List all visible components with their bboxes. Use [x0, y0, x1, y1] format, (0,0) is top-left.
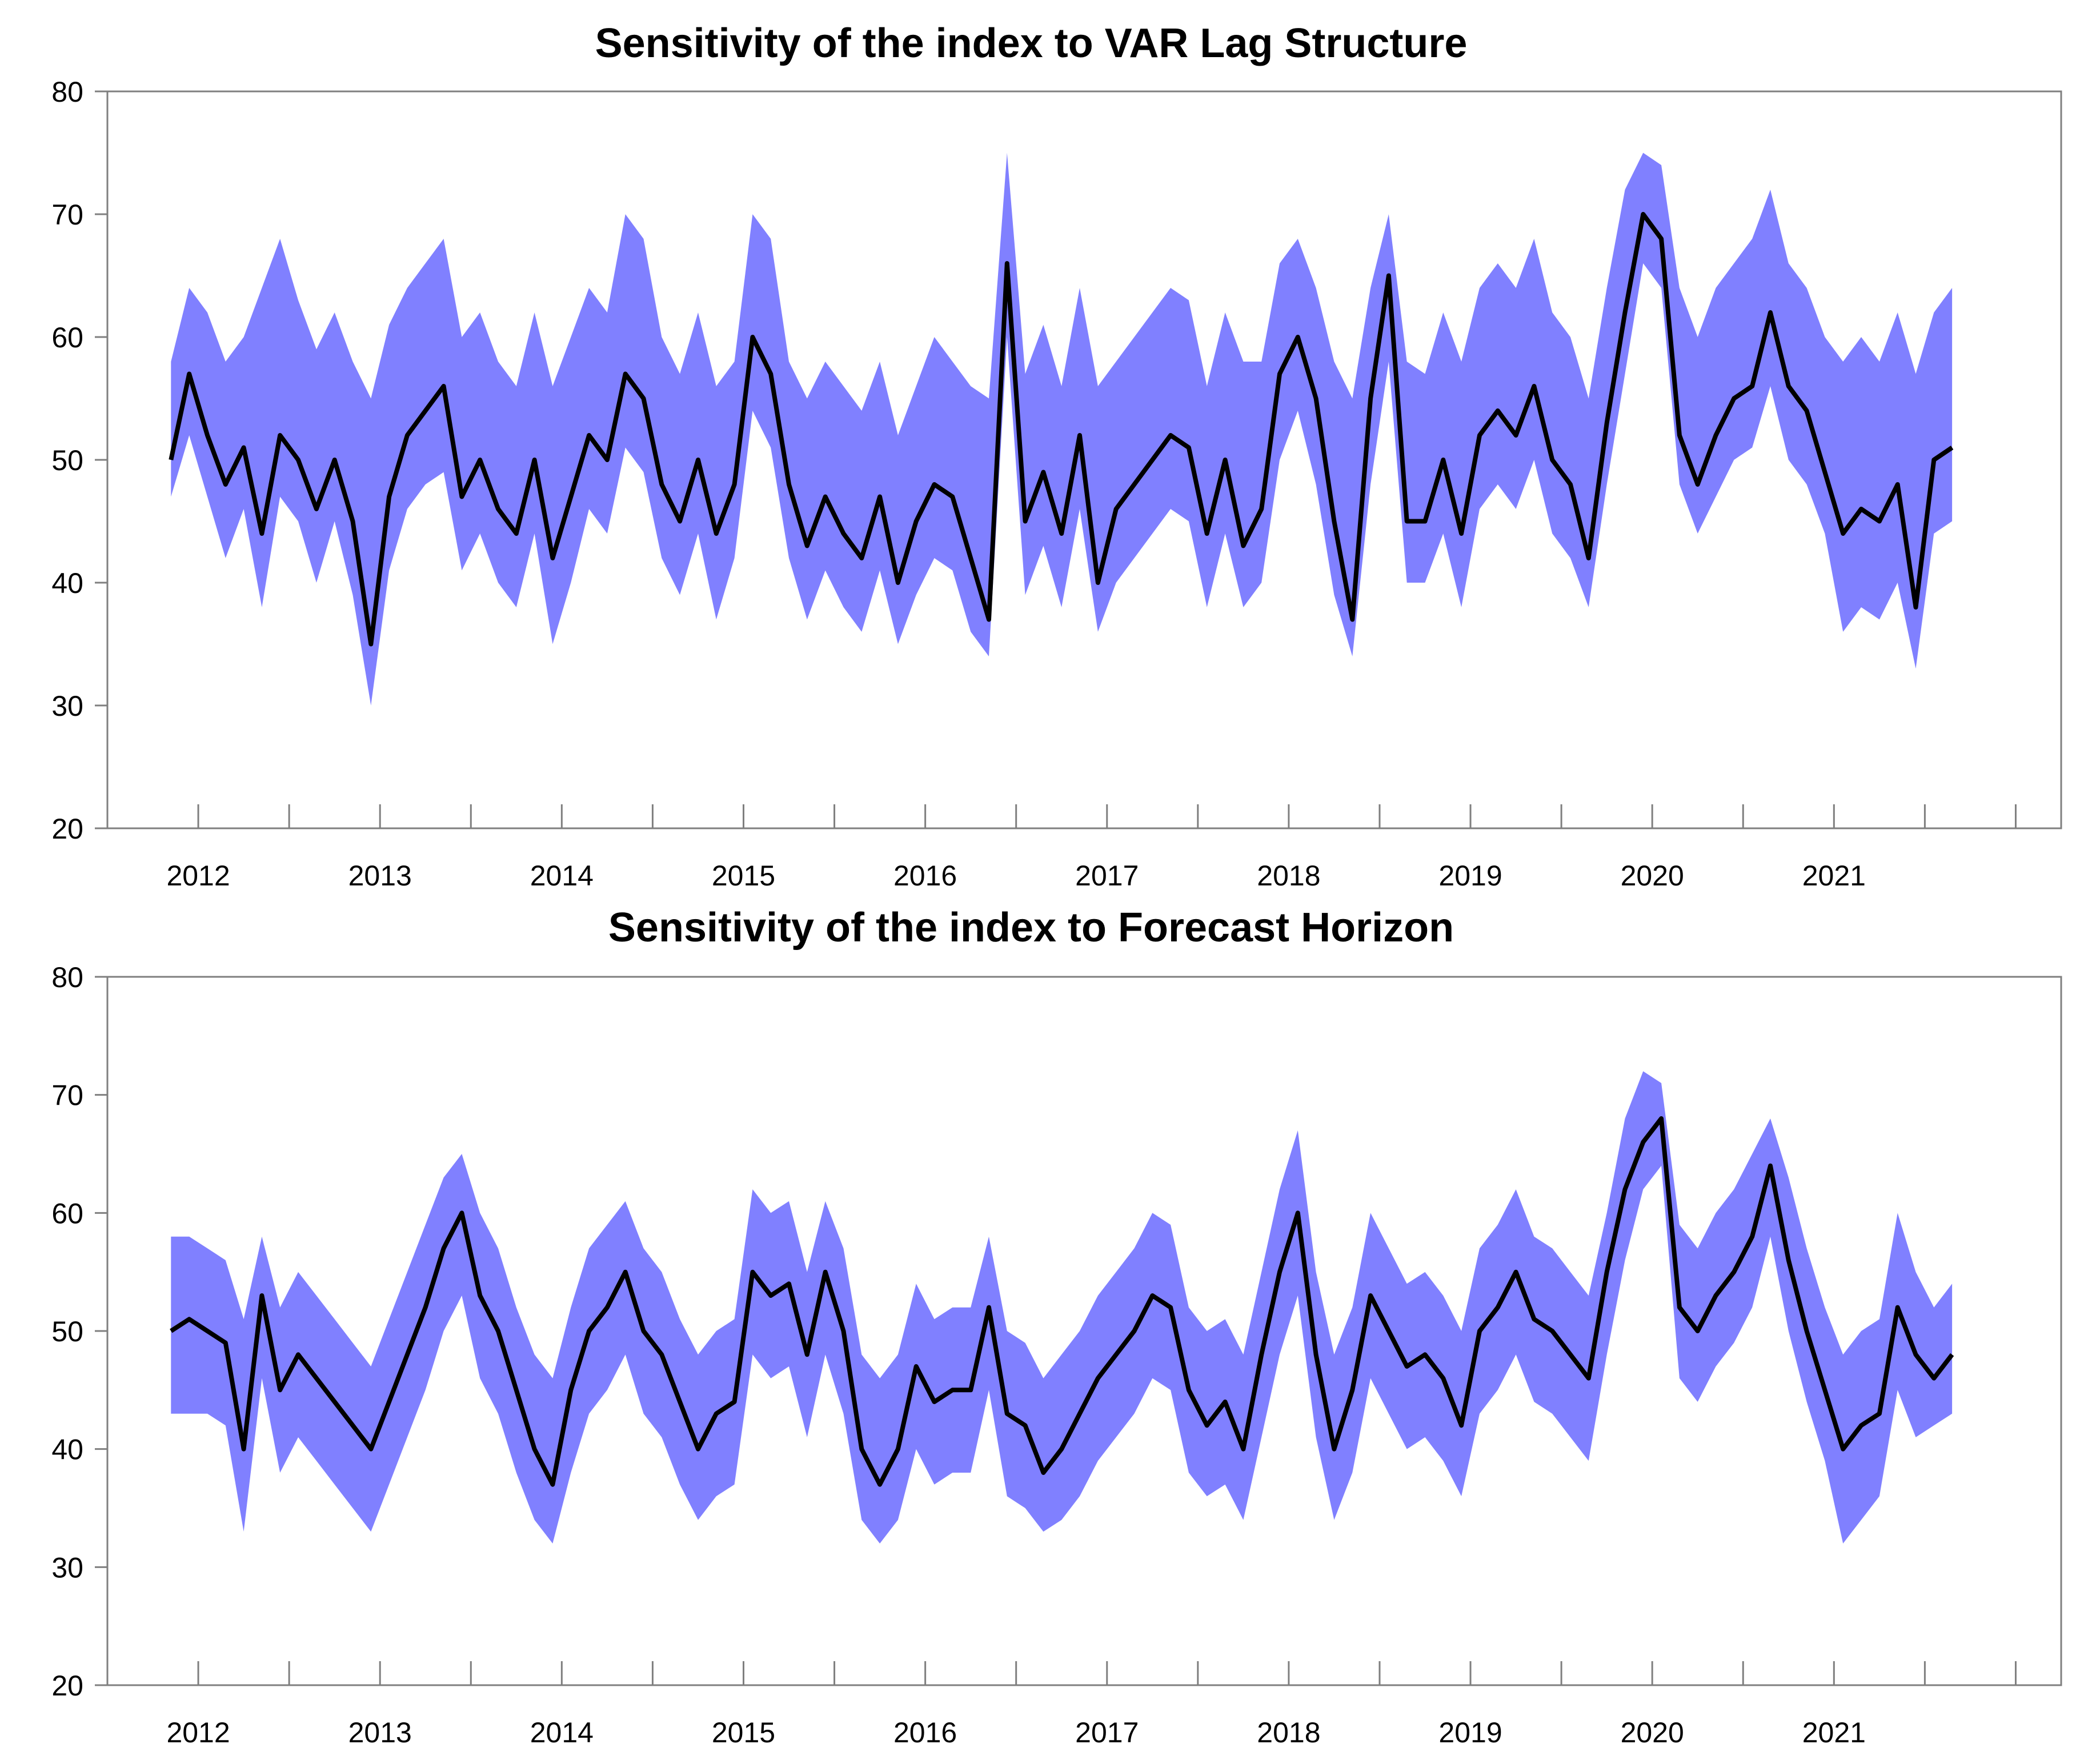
y-tick-label: 30	[51, 690, 83, 722]
x-tick-label: 2018	[1257, 860, 1320, 892]
x-tick-label: 2015	[712, 860, 775, 892]
y-tick-label: 30	[51, 1551, 83, 1583]
y-axis-lag: 20 30 40 50 60 70 80	[51, 76, 107, 845]
x-tick-label: 2019	[1438, 860, 1502, 892]
x-tick-label: 2017	[1075, 1717, 1139, 1749]
y-tick-label: 80	[51, 961, 83, 993]
y-tick-label: 40	[51, 567, 83, 599]
index-line-horizon	[170, 1116, 1954, 1487]
x-tick-label: 2015	[712, 1717, 775, 1749]
confidence-band-lag	[171, 153, 1953, 705]
x-tick-label: 2013	[348, 1717, 412, 1749]
x-tick-label: 2012	[166, 1717, 230, 1749]
y-tick-label: 80	[51, 76, 83, 108]
x-tick-label: 2014	[530, 860, 594, 892]
x-tick-label: 2016	[893, 860, 957, 892]
y-tick-label: 70	[51, 1080, 83, 1112]
chart-title-horizon: Sensitivity of the index to Forecast Hor…	[608, 905, 1454, 951]
x-tick-label: 2018	[1257, 1717, 1320, 1749]
x-tick-label: 2014	[530, 1717, 594, 1749]
chart-panel-lag: Sensitivity of the index to VAR Lag Stru…	[51, 21, 2062, 892]
y-tick-label: 20	[51, 1670, 83, 1702]
x-tick-label: 2020	[1621, 1717, 1684, 1749]
x-tick-label: 2020	[1621, 860, 1684, 892]
x-axis-horizon: 2012 2013 2014 2015 2016 2017 2018 2019 2020 2021	[166, 1661, 2017, 1749]
x-tick-label: 2016	[893, 1717, 957, 1749]
chart-title-lag: Sensitivity of the index to VAR Lag Stru…	[595, 21, 1468, 66]
x-tick-label: 2017	[1075, 860, 1139, 892]
y-axis-horizon: 20 30 40 50 60 70 80	[51, 961, 107, 1702]
y-tick-label: 60	[51, 1197, 83, 1229]
chart-panel-horizon: Sensitivity of the index to Forecast Hor…	[51, 905, 2062, 1749]
x-tick-label: 2021	[1802, 1717, 1866, 1749]
index-line-lag	[169, 212, 1954, 647]
x-axis-lag: 2012 2013 2014 2015 2016 2017 2018 2019 2020 2021	[166, 804, 2017, 892]
y-tick-label: 20	[51, 813, 83, 845]
x-tick-label: 2013	[348, 860, 412, 892]
x-tick-label: 2021	[1802, 860, 1866, 892]
x-tick-label: 2019	[1438, 1717, 1502, 1749]
x-tick-label: 2012	[166, 860, 230, 892]
y-tick-label: 50	[51, 1316, 83, 1348]
y-tick-label: 50	[51, 444, 83, 476]
y-tick-label: 40	[51, 1434, 83, 1466]
y-tick-label: 70	[51, 199, 83, 231]
y-tick-label: 60	[51, 322, 83, 354]
